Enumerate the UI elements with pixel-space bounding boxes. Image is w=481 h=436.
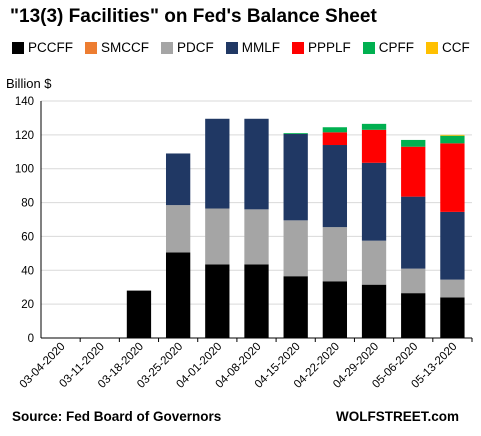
bar-segment-pdcf [165, 205, 191, 253]
legend-item-cpff: CPFF [362, 40, 415, 55]
bar-segment-pdcf [322, 227, 348, 282]
bar-segment-pccff [401, 293, 426, 338]
y-tick-label: 80 [21, 198, 34, 210]
legend-item-smccf: SMCCF [85, 40, 149, 55]
legend-swatch-mmlf [225, 41, 238, 54]
bar-segment-pccff [361, 284, 387, 338]
chart-title: "13(3) Facilities" on Fed's Balance Shee… [10, 6, 377, 27]
y-tick-label: 120 [15, 130, 34, 142]
bar-segment-cpff [361, 123, 387, 130]
legend-item-ccf: CCF [426, 40, 470, 55]
y-tick-label: 0 [28, 333, 34, 345]
bar-segment-pdcf [283, 220, 308, 277]
bar-segment-mmlf [205, 118, 230, 209]
legend-swatch-smccf [85, 41, 97, 54]
bar-segment-mmlf [401, 196, 426, 269]
bar-segment-mmlf [165, 153, 191, 206]
bar-segment-pdcf [401, 268, 426, 294]
legend-label-pdcf: PDCF [177, 40, 214, 55]
bar-segment-pccff [205, 264, 230, 338]
bar-segment-cpff [401, 139, 426, 147]
bar-segment-ppplf [401, 146, 426, 197]
bar-segment-mmlf [244, 118, 269, 210]
bar-segment-ccf [440, 134, 465, 136]
legend-swatch-pccff [12, 41, 24, 54]
bar-segment-mmlf [361, 162, 387, 241]
legend-label-smccf: SMCCF [101, 40, 149, 55]
bar-segment-pdcf [361, 240, 387, 285]
bar-segment-pccff [283, 276, 308, 338]
legend-item-ppplf: PPPLF [292, 40, 351, 55]
y-tick-label: 40 [21, 265, 34, 277]
chart-legend: PCCFF SMCCF PDCF MMLF PPPLF CPFF CCF [12, 40, 481, 55]
bar-segment-ppplf [361, 129, 387, 163]
bar-segment-mmlf [440, 211, 465, 280]
y-tick-label: 100 [15, 164, 34, 176]
bar-segment-pdcf [440, 279, 465, 298]
y-tick-label: 60 [21, 231, 34, 243]
bar-segment-cpff [283, 133, 308, 135]
legend-swatch-pdcf [161, 41, 173, 54]
y-axis-label: Billion $ [6, 76, 52, 91]
bar-segment-mmlf [322, 145, 348, 228]
legend-label-ppplf: PPPLF [308, 40, 351, 55]
y-tick-label: 20 [21, 299, 34, 311]
bar-segment-pccff [244, 264, 269, 338]
bar-segment-pdcf [205, 208, 230, 265]
legend-item-mmlf: MMLF [225, 40, 280, 55]
bar-segment-pccff [126, 290, 152, 338]
bar-segment-pccff [165, 252, 191, 338]
bar-segment-cpff [322, 127, 348, 133]
bar-segment-ppplf [440, 143, 465, 212]
bar-segment-pdcf [244, 209, 269, 265]
legend-item-pdcf: PDCF [161, 40, 214, 55]
legend-label-pccff: PCCFF [28, 40, 73, 55]
legend-swatch-ccf [426, 41, 439, 54]
source-note: Source: Fed Board of Governors [12, 409, 222, 424]
y-tick-label: 140 [15, 96, 34, 108]
legend-swatch-cpff [362, 41, 375, 54]
bar-segment-pccff [322, 281, 348, 338]
legend-label-mmlf: MMLF [241, 40, 280, 55]
legend-item-pccff: PCCFF [12, 40, 73, 55]
bar-segment-ppplf [322, 132, 348, 146]
bar-segment-mmlf [283, 134, 308, 221]
legend-label-ccf: CCF [442, 40, 470, 55]
legend-label-cpff: CPFF [378, 40, 415, 55]
bar-segment-cpff [440, 135, 465, 144]
brand-logo-text: WOLFSTREET.com [335, 409, 459, 424]
bar-segment-pccff [440, 297, 465, 338]
legend-swatch-ppplf [292, 41, 304, 54]
